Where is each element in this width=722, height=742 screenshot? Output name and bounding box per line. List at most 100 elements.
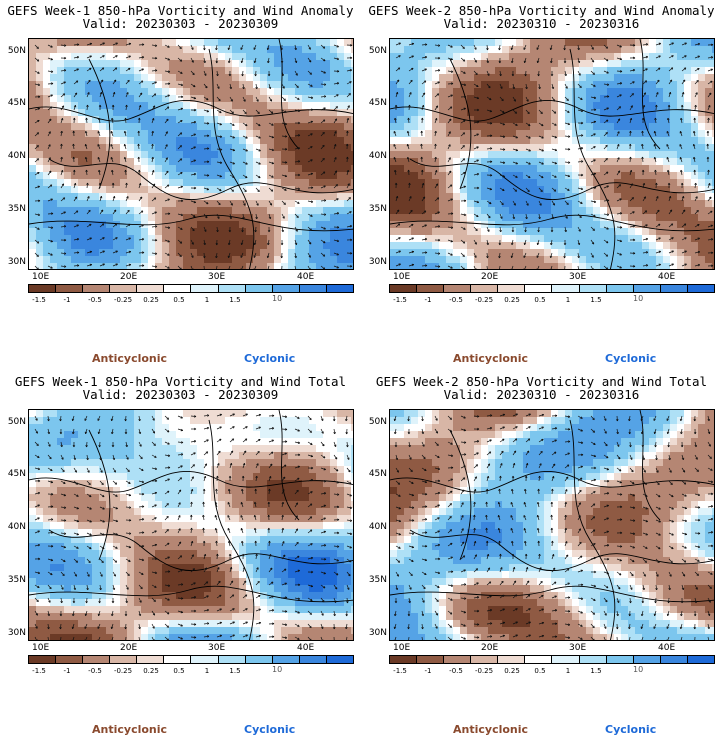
- colorbar-tick-label: 1: [565, 667, 571, 675]
- colorbar-tick-label: -1.5: [32, 667, 46, 675]
- latitude-label: 40N: [7, 151, 26, 161]
- colorbar-swatch: [83, 656, 111, 663]
- latitude-label: 35N: [7, 575, 26, 585]
- panel-title: GEFS Week-2 850-hPa Vorticity and Wind A…: [368, 3, 715, 18]
- colorbar-swatch: [164, 656, 192, 663]
- vorticity-map: [28, 409, 354, 641]
- colorbar-swatch: [417, 285, 445, 292]
- panel-valid-dates: Valid: 20230303 - 20230309: [82, 16, 279, 31]
- map-panel: GEFS Week-1 850-hPa Vorticity and Wind T…: [0, 371, 361, 742]
- panel-title: GEFS Week-1 850-hPa Vorticity and Wind T…: [14, 374, 347, 389]
- panel-valid-dates: Valid: 20230310 - 20230316: [443, 387, 640, 402]
- latitude-label: 45N: [368, 98, 387, 108]
- map-panel: GEFS Week-2 850-hPa Vorticity and Wind A…: [361, 0, 722, 371]
- cyclonic-label: Cyclonic: [605, 352, 657, 365]
- colorbar-swatch: [326, 285, 353, 292]
- latitude-label: 45N: [368, 469, 387, 479]
- colorbar-tick-label: -0.5: [88, 667, 102, 675]
- map-panel: GEFS Week-1 850-hPa Vorticity and Wind A…: [0, 0, 361, 371]
- colorbar: [28, 655, 354, 664]
- colorbar-tick-label: -1.5: [393, 296, 407, 304]
- colorbar-swatch: [687, 285, 714, 292]
- colorbar-tick-label: 0.25: [504, 296, 520, 304]
- colorbar-tick-label: 1.5: [590, 667, 602, 675]
- colorbar-tick-label: 1.5: [590, 296, 602, 304]
- colorbar-swatch: [218, 285, 246, 292]
- colorbar-tick-label: -1: [424, 296, 432, 304]
- longitude-label: 10E: [393, 643, 411, 653]
- longitude-label: 20E: [481, 272, 499, 282]
- colorbar-swatch: [110, 285, 138, 292]
- colorbar-swatch: [326, 656, 353, 663]
- anticyclonic-label: Anticyclonic: [92, 352, 168, 365]
- latitude-label: 40N: [368, 522, 387, 532]
- colorbar-swatch: [525, 285, 553, 292]
- panel-title: GEFS Week-1 850-hPa Vorticity and Wind A…: [7, 3, 354, 18]
- longitude-label: 40E: [658, 643, 676, 653]
- longitude-label: 30E: [208, 272, 226, 282]
- colorbar-tick-label: 1.5: [229, 296, 241, 304]
- colorbar-swatch: [299, 656, 327, 663]
- latitude-label: 50N: [368, 46, 387, 56]
- colorbar-center-label: 10: [272, 294, 283, 303]
- colorbar-tick-label: -0.25: [474, 667, 494, 675]
- colorbar-swatch: [390, 656, 418, 663]
- colorbar-swatch: [83, 285, 111, 292]
- colorbar-center-label: 10: [633, 665, 644, 674]
- colorbar-tick-label: -0.25: [113, 296, 133, 304]
- anticyclonic-label: Anticyclonic: [92, 723, 168, 736]
- longitude-label: 30E: [569, 272, 587, 282]
- latitude-label: 50N: [368, 417, 387, 427]
- longitude-label: 20E: [120, 643, 138, 653]
- vorticity-map: [389, 409, 715, 641]
- latitude-label: 45N: [7, 98, 26, 108]
- colorbar-swatch: [191, 285, 219, 292]
- longitude-label: 30E: [208, 643, 226, 653]
- colorbar-swatch: [29, 656, 57, 663]
- colorbar-swatch: [164, 285, 192, 292]
- colorbar-tick-label: -1: [63, 667, 71, 675]
- colorbar-tick-label: 0.25: [143, 296, 159, 304]
- panel-title: GEFS Week-2 850-hPa Vorticity and Wind T…: [375, 374, 708, 389]
- colorbar-swatch: [191, 656, 219, 663]
- map-panel: GEFS Week-2 850-hPa Vorticity and Wind T…: [361, 371, 722, 742]
- cyclonic-label: Cyclonic: [244, 352, 296, 365]
- longitude-label: 10E: [32, 272, 50, 282]
- colorbar-swatch: [471, 285, 499, 292]
- colorbar: [389, 284, 715, 293]
- colorbar-swatch: [272, 656, 300, 663]
- colorbar-swatch: [498, 285, 526, 292]
- latitude-label: 50N: [7, 46, 26, 56]
- vorticity-field: [29, 39, 353, 269]
- colorbar-tick-label: -0.5: [449, 296, 463, 304]
- colorbar-swatch: [660, 285, 688, 292]
- colorbar-swatch: [498, 656, 526, 663]
- colorbar-tick-label: 0.5: [534, 667, 546, 675]
- panel-valid-dates: Valid: 20230303 - 20230309: [82, 387, 279, 402]
- colorbar-tick-label: 1.5: [229, 667, 241, 675]
- colorbar-swatch: [579, 656, 607, 663]
- vorticity-field: [390, 39, 714, 269]
- colorbar-swatch: [56, 656, 84, 663]
- vorticity-field: [390, 410, 714, 640]
- longitude-label: 30E: [569, 643, 587, 653]
- colorbar-swatch: [245, 285, 273, 292]
- latitude-label: 30N: [368, 628, 387, 638]
- colorbar-tick-label: -0.25: [113, 667, 133, 675]
- colorbar-swatch: [606, 656, 634, 663]
- anticyclonic-label: Anticyclonic: [453, 352, 529, 365]
- colorbar-tick-label: 1: [204, 667, 210, 675]
- longitude-label: 40E: [297, 643, 315, 653]
- colorbar-swatch: [245, 656, 273, 663]
- cyclonic-label: Cyclonic: [605, 723, 657, 736]
- longitude-label: 40E: [658, 272, 676, 282]
- colorbar-swatch: [660, 656, 688, 663]
- colorbar-swatch: [137, 285, 165, 292]
- colorbar-swatch: [471, 656, 499, 663]
- colorbar-swatch: [110, 656, 138, 663]
- colorbar-tick-label: 0.25: [143, 667, 159, 675]
- colorbar-swatch: [552, 285, 580, 292]
- colorbar-swatch: [444, 285, 472, 292]
- cyclonic-label: Cyclonic: [244, 723, 296, 736]
- colorbar-tick-label: -1: [63, 296, 71, 304]
